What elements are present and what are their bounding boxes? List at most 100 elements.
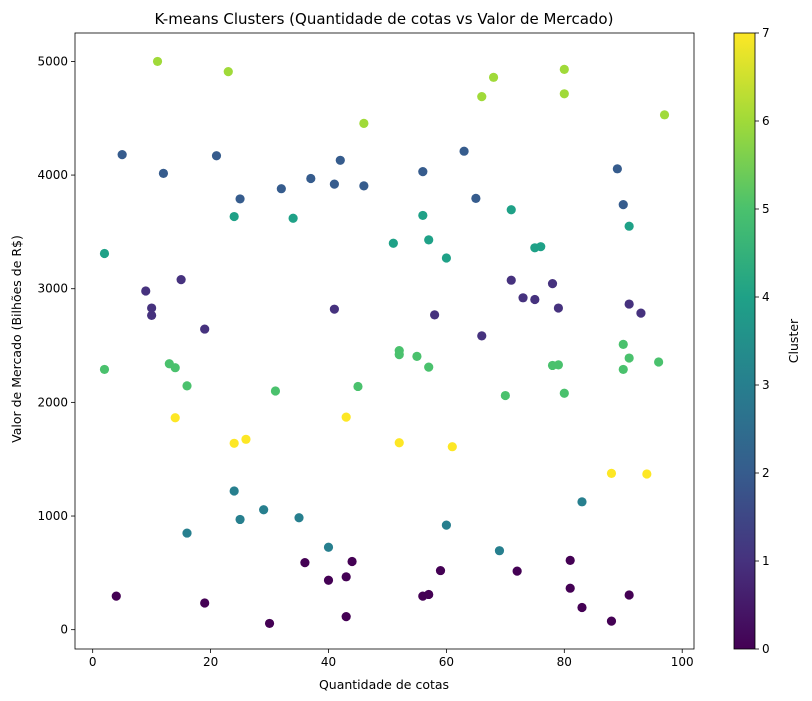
data-point xyxy=(441,253,451,263)
data-point xyxy=(200,324,210,334)
data-point xyxy=(359,118,369,128)
data-point xyxy=(624,590,634,600)
data-point xyxy=(642,469,652,479)
data-point xyxy=(347,556,357,567)
data-point xyxy=(229,438,239,448)
data-point xyxy=(636,308,646,318)
colorbar-gradient xyxy=(733,32,756,650)
data-point xyxy=(264,618,275,629)
data-point xyxy=(547,279,558,289)
data-point xyxy=(488,72,499,82)
data-point xyxy=(223,67,233,77)
data-point xyxy=(341,412,351,422)
data-point xyxy=(182,381,192,391)
data-point xyxy=(111,591,121,601)
data-point xyxy=(506,275,516,285)
data-point xyxy=(435,565,446,576)
data-point xyxy=(565,583,575,593)
data-point xyxy=(117,150,127,160)
data-point xyxy=(424,235,434,245)
data-point xyxy=(559,388,569,398)
data-point xyxy=(259,505,269,515)
data-point xyxy=(424,362,434,372)
y-tick-label: 5000 xyxy=(37,54,68,68)
x-tick-label: 20 xyxy=(203,655,218,669)
y-axis-label: Valor de Mercado (Bilhões de R$) xyxy=(9,235,24,443)
x-tick-label: 0 xyxy=(89,655,97,669)
y-tick-label: 3000 xyxy=(37,282,68,296)
data-point xyxy=(99,364,110,375)
colorbar-tick-label: 2 xyxy=(762,466,770,480)
data-point xyxy=(300,558,310,568)
data-point xyxy=(447,442,457,452)
data-point xyxy=(477,331,487,341)
data-point xyxy=(412,351,422,361)
data-point xyxy=(394,438,404,448)
data-point xyxy=(624,221,634,231)
colorbar-tick-label: 0 xyxy=(762,642,770,656)
data-point xyxy=(359,181,369,191)
y-tick-label: 1000 xyxy=(37,509,68,523)
data-point xyxy=(500,390,510,401)
colorbar-tick-label: 6 xyxy=(762,114,770,128)
data-point xyxy=(235,194,245,204)
data-point xyxy=(565,555,575,565)
data-point xyxy=(235,514,245,525)
data-point xyxy=(512,566,522,576)
data-point xyxy=(494,546,505,556)
data-point xyxy=(335,155,345,165)
data-point xyxy=(276,184,286,194)
data-point xyxy=(200,598,210,608)
data-point xyxy=(182,528,192,538)
x-axis-label: Quantidade de cotas xyxy=(319,677,449,692)
data-point xyxy=(141,286,151,296)
data-point xyxy=(341,572,351,582)
data-point xyxy=(388,238,398,248)
x-tick-label: 100 xyxy=(671,655,694,669)
data-point xyxy=(176,275,186,285)
data-point xyxy=(559,64,569,74)
data-point xyxy=(353,381,363,392)
data-point xyxy=(553,303,564,313)
y-tick-label: 4000 xyxy=(37,168,68,182)
data-point xyxy=(606,468,617,479)
data-point xyxy=(477,92,487,102)
data-point xyxy=(559,89,569,99)
x-tick-label: 60 xyxy=(439,655,454,669)
data-point xyxy=(270,386,281,396)
y-tick-label: 2000 xyxy=(37,395,68,409)
data-point xyxy=(170,363,180,373)
data-point xyxy=(518,293,528,303)
data-point xyxy=(394,350,404,360)
data-point xyxy=(147,303,157,313)
colorbar: 0 1 2 3 4 5 6 7 xyxy=(733,26,770,656)
data-point xyxy=(323,575,334,585)
data-point xyxy=(147,310,157,321)
data-point xyxy=(536,242,546,252)
data-point xyxy=(618,364,628,375)
data-point xyxy=(577,602,587,613)
data-point xyxy=(506,205,516,215)
chart-title: K-means Clusters (Quantidade de cotas vs… xyxy=(155,10,614,28)
data-point xyxy=(229,211,239,222)
data-point xyxy=(418,210,428,221)
data-point xyxy=(624,299,634,309)
data-point xyxy=(618,339,628,350)
data-point xyxy=(424,589,434,600)
colorbar-tick-label: 7 xyxy=(762,26,770,40)
data-point xyxy=(618,200,628,210)
data-point xyxy=(288,213,298,223)
data-point xyxy=(553,360,564,370)
data-point xyxy=(418,167,428,177)
data-point xyxy=(654,357,664,367)
y-tick-label: 0 xyxy=(60,623,68,637)
data-point xyxy=(459,146,469,156)
data-point xyxy=(306,173,316,184)
data-point xyxy=(329,304,339,314)
data-point xyxy=(294,513,304,523)
data-point xyxy=(152,56,163,67)
colorbar-tick-label: 1 xyxy=(762,554,770,568)
data-point xyxy=(241,434,251,444)
